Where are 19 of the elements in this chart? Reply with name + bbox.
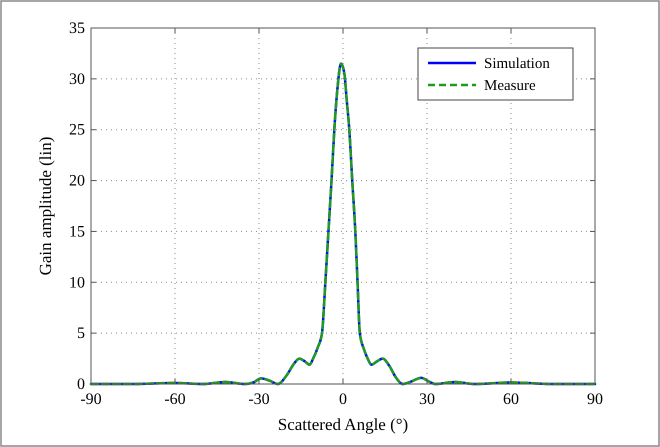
x-tick-label: 0 [339,391,347,408]
x-tick-label: 60 [503,391,519,408]
y-tick-label: 5 [77,325,85,342]
x-tick-label: -60 [164,391,186,408]
x-tick-label: -90 [80,391,102,408]
legend-label: Simulation [484,56,550,72]
x-tick-label: 30 [419,391,435,408]
y-tick-label: 25 [69,122,85,139]
y-axis-title: Gain amplitude (lin) [36,136,55,276]
y-tick-label: 20 [69,172,85,190]
x-axis-title: Scattered Angle (°) [278,415,408,434]
y-tick-label: 10 [69,274,85,292]
x-tick-label: 90 [587,391,603,408]
y-tick-label: 35 [69,20,85,37]
legend-label: Measure [484,78,536,94]
y-tick-label: 0 [77,376,85,393]
y-tick-label: 15 [69,223,85,240]
x-tick-label: -30 [248,391,270,408]
y-tick-label: 30 [69,70,85,88]
